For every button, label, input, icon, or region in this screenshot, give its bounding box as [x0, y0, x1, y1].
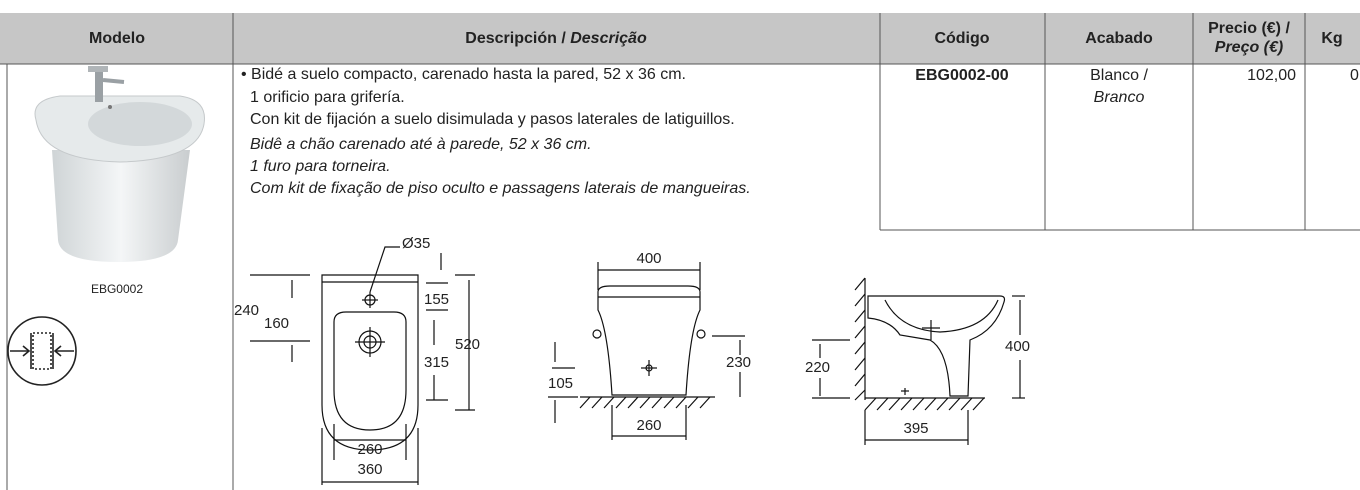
dimension: 260: [636, 417, 661, 434]
finish-pt: Branco: [1094, 89, 1145, 106]
dimension: 395: [903, 420, 928, 437]
description-pt: Bidê a chão carenado até à parede, 52 x …: [250, 136, 592, 153]
drawing-top: [250, 246, 475, 485]
kg: 0: [1350, 67, 1359, 84]
description-pt: Com kit de fixação de piso oculto e pass…: [250, 180, 751, 197]
drawing-side: [812, 277, 1025, 445]
description-es: • Bidé a suelo compacto, carenado hasta …: [241, 66, 686, 83]
dimension: 520: [455, 336, 480, 353]
dimension: 105: [548, 375, 573, 392]
dimension: 160: [264, 315, 289, 332]
description-es: Con kit de fijación a suelo disimulada y…: [250, 111, 735, 128]
drawing-front: [548, 262, 745, 440]
description-pt: 1 furo para torneira.: [250, 158, 391, 175]
header-kg: Kg: [1321, 30, 1342, 47]
table-lines: [0, 13, 1360, 490]
model-label: EBG0002: [91, 282, 143, 296]
install-icon: [7, 316, 77, 386]
header-description: Descripción / Descrição: [465, 30, 647, 47]
price: 102,00: [1247, 67, 1296, 84]
dimension: 400: [636, 250, 661, 267]
dimension: 240: [234, 302, 259, 319]
dimension: 260: [357, 441, 382, 458]
finish: Blanco /: [1090, 67, 1148, 84]
dimension: 400: [1005, 338, 1030, 355]
dimension: 220: [805, 359, 830, 376]
header-band: [0, 13, 1360, 64]
code: EBG0002-00: [915, 67, 1008, 84]
dimension: Ø35: [402, 235, 430, 252]
dimension: 230: [726, 354, 751, 371]
header-price: Precio (€) /: [1208, 20, 1290, 37]
header-price-pt: Preço (€): [1215, 39, 1283, 56]
description-es: 1 orificio para grifería.: [250, 89, 405, 106]
header-model: Modelo: [89, 30, 145, 47]
product-image: [34, 66, 205, 262]
header-finish: Acabado: [1085, 30, 1153, 47]
header-code: Código: [934, 30, 989, 47]
dimension: 360: [357, 461, 382, 478]
dimension: 155: [424, 291, 449, 308]
dimension: 315: [424, 354, 449, 371]
